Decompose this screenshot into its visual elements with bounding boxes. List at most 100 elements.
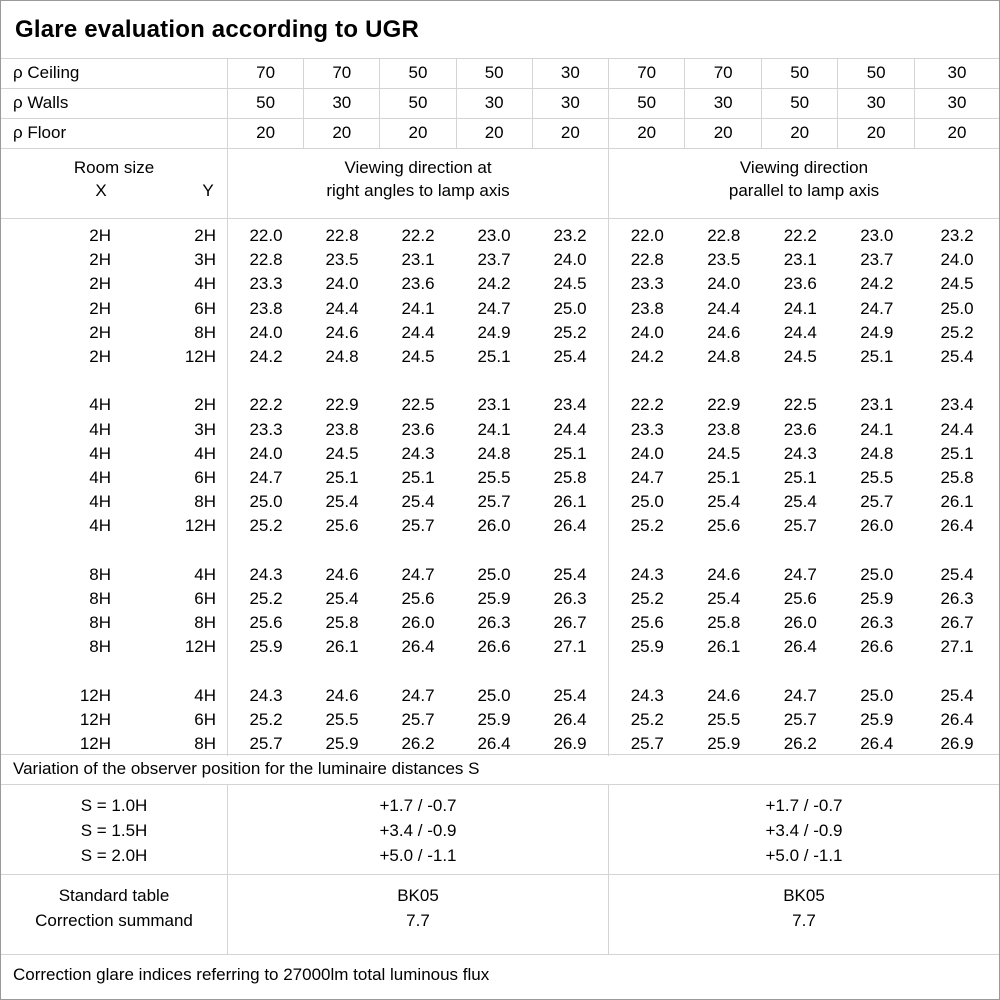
ugr-values-row: 24.0 24.6 24.4 24.9 25.2 [228, 321, 608, 345]
spacer-row [1, 369, 227, 393]
ugr-value: 24.6 [325, 564, 359, 584]
ugr-value: 24.8 [860, 443, 894, 463]
ugr-value: 25.7 [860, 492, 894, 512]
ugr-value: 22.8 [325, 226, 359, 245]
ugr-value: 24.0 [553, 250, 587, 270]
room-size-cell: 2H 8H [1, 321, 227, 345]
room-size-cell: 12H 6H [1, 708, 227, 732]
ugr-value: 24.4 [325, 298, 359, 318]
ugr-values-row: 24.0 24.6 24.4 24.9 25.2 [609, 321, 999, 345]
ugr-values-row: 25.9 26.1 26.4 26.6 27.1 [228, 635, 608, 659]
spacer-row [609, 369, 999, 393]
ugr-value: 25.4 [940, 346, 974, 366]
reflectance-value: 30 [947, 93, 967, 112]
ugr-value: 23.4 [940, 395, 974, 415]
ugr-value: 24.5 [783, 346, 817, 366]
ugr-value: 24.5 [940, 274, 974, 294]
flux-note: Correction glare indices referring to 27… [13, 965, 490, 984]
ugr-value: 24.7 [860, 298, 894, 318]
reflectance-value: 30 [533, 59, 609, 88]
ugr-value: 24.8 [325, 346, 359, 366]
ugr-values-row: 24.3 24.6 24.7 25.0 25.4 [228, 684, 608, 708]
reflectance-value: 20 [533, 119, 609, 148]
ugr-value: 23.7 [477, 250, 511, 270]
ugr-value: 25.0 [249, 492, 283, 512]
ugr-value: 26.2 [401, 733, 435, 753]
ugr-value: 25.7 [630, 733, 664, 753]
s-correction-value: +3.4 / -0.9 [379, 821, 457, 840]
ugr-values-row: 24.2 24.8 24.5 25.1 25.4 [609, 345, 999, 369]
viewing-right-angles-line1: Viewing direction at [344, 158, 492, 177]
ugr-values-row: 23.3 24.0 23.6 24.2 24.5 [609, 272, 999, 296]
reflectance-value: 50 [762, 59, 839, 88]
ugr-value: 23.1 [477, 395, 511, 415]
ugr-value: 25.2 [249, 516, 283, 536]
ugr-value: 22.5 [783, 395, 817, 415]
ugr-value: 25.1 [860, 346, 894, 366]
ugr-value: 23.2 [553, 226, 587, 245]
room-size-cell: 8H 4H [1, 563, 227, 587]
ugr-value: 24.0 [325, 274, 359, 294]
ugr-value: 24.0 [630, 443, 664, 463]
ugr-value: 24.4 [707, 298, 741, 318]
standard-table-block: Standard table Correction summand BK05 7… [1, 875, 999, 955]
ugr-values-row: 25.7 25.9 26.2 26.4 26.9 [228, 732, 608, 756]
ugr-value: 25.6 [401, 588, 435, 608]
ugr-value: 25.0 [940, 298, 974, 318]
ugr-value: 25.6 [630, 613, 664, 632]
ugr-values-row: 22.8 23.5 23.1 23.7 24.0 [609, 248, 999, 272]
room-y-value: 6H [194, 298, 216, 318]
ugr-value: 25.2 [630, 709, 664, 729]
standard-table-label: Standard table [58, 886, 170, 905]
ugr-value: 26.2 [783, 733, 817, 753]
ugr-value: 25.1 [707, 467, 741, 487]
room-x-value: 8H [89, 588, 111, 608]
ugr-value: 24.6 [325, 685, 359, 705]
ugr-value: 25.4 [707, 492, 741, 512]
reflectance-value: 30 [685, 89, 762, 118]
ugr-value: 25.1 [940, 443, 974, 463]
ugr-value: 23.8 [630, 298, 664, 318]
ugr-value: 22.0 [630, 226, 664, 245]
ugr-value: 24.1 [401, 298, 435, 318]
ugr-value: 26.0 [860, 516, 894, 536]
ugr-value: 22.2 [249, 395, 283, 415]
ugr-value: 23.4 [553, 395, 587, 415]
ugr-value: 24.3 [630, 685, 664, 705]
room-x-value: 4H [89, 443, 111, 463]
ugr-value: 25.9 [860, 709, 894, 729]
s-correction-value: +5.0 / -1.1 [765, 846, 843, 865]
reflectance-value: 50 [380, 59, 457, 88]
ugr-value: 24.3 [783, 443, 817, 463]
room-size-cell: 4H 8H [1, 490, 227, 514]
ugr-data-area: 2H 2H 2H 3H 2H 4H 2H 6H 2H 8H 2H 12H 4H 2H 4H 3H 4H 4H 4H 6… [1, 219, 999, 757]
ugr-value: 26.3 [940, 588, 974, 608]
ugr-values-row: 22.0 22.8 22.2 23.0 23.2 [609, 224, 999, 248]
ugr-values-row: 25.0 25.4 25.4 25.7 26.1 [228, 490, 608, 514]
reflectance-value: 30 [304, 89, 381, 118]
viewing-direction-parallel-header: Viewing direction parallel to lamp axis [609, 149, 999, 218]
ugr-value: 26.4 [940, 516, 974, 536]
ugr-value: 24.7 [783, 685, 817, 705]
viewing-right-angles-line2: right angles to lamp axis [326, 181, 510, 200]
ugr-value: 24.8 [707, 346, 741, 366]
ugr-value: 23.5 [707, 250, 741, 270]
ugr-value: 25.6 [707, 516, 741, 536]
ugr-value: 25.6 [249, 613, 283, 632]
room-size-cell: 2H 6H [1, 297, 227, 321]
ugr-value: 26.0 [401, 613, 435, 632]
correction-summand-value: 7.7 [792, 911, 816, 930]
ugr-value: 25.2 [249, 709, 283, 729]
ugr-value: 24.5 [325, 443, 359, 463]
ugr-value: 25.7 [401, 516, 435, 536]
ugr-values-right-angles-section: 22.0 22.8 22.2 23.0 23.2 22.8 23.5 23.1 23.7 24.0… [228, 219, 609, 757]
ugr-value: 22.2 [630, 395, 664, 415]
room-size-cell: 2H 4H [1, 272, 227, 296]
room-size-cell: 4H 12H [1, 514, 227, 538]
observer-distance-block: S = 1.0H S = 1.5H S = 2.0H +1.7 / -0.7 +3.4… [1, 785, 999, 875]
reflectance-value: 30 [838, 89, 915, 118]
room-y-value: 8H [194, 733, 216, 753]
room-size-cell: 4H 3H [1, 418, 227, 442]
ugr-value: 24.2 [249, 346, 283, 366]
ugr-value: 24.3 [401, 443, 435, 463]
